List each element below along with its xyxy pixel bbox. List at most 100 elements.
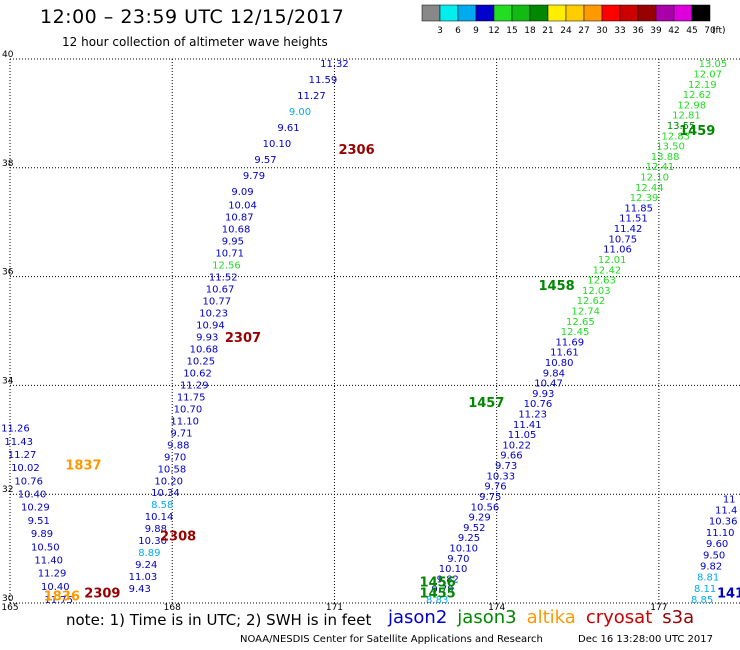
wave-height-value: 13.50 xyxy=(656,142,685,153)
wave-height-value: 12.74 xyxy=(571,306,600,317)
wave-height-value: 9.70 xyxy=(164,452,186,463)
wave-height-value: 10.02 xyxy=(11,463,40,474)
wave-height-value: 11.23 xyxy=(518,410,547,421)
wave-height-value: 9.76 xyxy=(484,482,506,493)
page-subtitle: 12 hour collection of altimeter wave hei… xyxy=(62,35,328,49)
wave-height-value: 10.34 xyxy=(151,488,180,499)
lon-tick-label: 174 xyxy=(488,603,505,610)
scale-tick-label: 3 xyxy=(437,26,443,36)
lon-tick-label: 168 xyxy=(164,603,181,610)
wave-height-value: 10.71 xyxy=(215,249,244,260)
wave-height-value: 8.58 xyxy=(151,500,173,511)
wave-height-value: 9.25 xyxy=(458,533,480,544)
wave-height-value: 9.79 xyxy=(243,171,265,182)
lat-tick-label: 38 xyxy=(2,159,14,169)
wave-height-value: 9.73 xyxy=(495,461,517,472)
satellite-legend-cryosat: cryosat xyxy=(585,607,653,628)
wave-height-value: 9.61 xyxy=(277,123,299,134)
wave-height-value: 10.23 xyxy=(199,308,228,319)
pass-time-label: 1455 xyxy=(420,587,456,602)
footer-credit: NOAA/NESDIS Center for Satellite Applica… xyxy=(240,634,543,645)
wave-height-value: 9.00 xyxy=(289,107,311,118)
wave-height-value: 10.10 xyxy=(439,564,468,575)
pass-time-label: 1456 xyxy=(420,576,456,591)
wave-height-value: 11.85 xyxy=(624,203,653,214)
scale-tick-label: 36 xyxy=(632,26,644,36)
wave-height-value: 11.75 xyxy=(44,595,73,606)
wave-height-value: 12.41 xyxy=(646,162,675,173)
scale-swatch xyxy=(691,4,711,22)
wave-height-value: 10.10 xyxy=(263,139,292,150)
satellite-legend-jason2: jason2 xyxy=(388,607,448,628)
scale-tick-label: 39 xyxy=(650,26,662,36)
footnote: note: 1) Time is in UTC; 2) SWH is in fe… xyxy=(66,611,372,629)
pass-time-label: 2308 xyxy=(160,529,196,544)
wave-height-value: 9.50 xyxy=(703,550,725,561)
wave-height-value: 10.20 xyxy=(154,476,183,487)
wave-height-value: 8.83 xyxy=(426,595,448,606)
wave-height-value: 13.05 xyxy=(699,59,728,70)
wave-height-value: 12.19 xyxy=(688,80,717,91)
wave-height-value: 11.10 xyxy=(170,416,199,427)
wave-height-value: 9.57 xyxy=(254,155,276,166)
lat-tick-label: 30 xyxy=(2,594,14,604)
pass-time-label: 2306 xyxy=(338,143,374,158)
wave-height-value: 10.77 xyxy=(203,296,232,307)
wave-height-value: 12.63 xyxy=(587,276,616,287)
wave-height-value: 9.82 xyxy=(437,574,459,585)
scale-unit: (ft) xyxy=(712,26,726,36)
lat-tick-label: 32 xyxy=(2,485,13,495)
wave-height-value: 13.55 xyxy=(667,121,696,132)
pass-time-label: 141 xyxy=(717,587,740,602)
wave-height-value: 10.22 xyxy=(502,440,531,451)
wave-height-value: 11.51 xyxy=(619,214,648,225)
wave-height-value: 10.68 xyxy=(222,225,251,236)
wave-height-value: 10.76 xyxy=(14,476,43,487)
wave-height-value: 10.62 xyxy=(183,368,212,379)
wave-height-value: 9.82 xyxy=(700,561,722,572)
wave-height-value: 11.43 xyxy=(4,437,33,448)
lat-tick-label: 34 xyxy=(2,376,14,386)
wave-height-value: 10.50 xyxy=(31,542,60,553)
wave-height-value: 9.84 xyxy=(543,368,565,379)
wave-height-value: 12.44 xyxy=(635,183,664,194)
wave-height-value: 9.24 xyxy=(135,560,157,571)
wave-height-value: 9.75 xyxy=(479,492,501,503)
wave-height-value: 10.25 xyxy=(186,356,215,367)
wave-height-value: 12.62 xyxy=(683,90,712,101)
scale-tick-label: 6 xyxy=(455,26,461,36)
scale-tick-label: 42 xyxy=(668,26,679,36)
wave-height-value: 9.95 xyxy=(222,237,244,248)
wave-height-value: 9.71 xyxy=(170,428,192,439)
wave-height-value: 9.93 xyxy=(532,389,554,400)
pass-time-label: 2307 xyxy=(225,331,261,346)
scale-tick-label: 18 xyxy=(524,26,536,36)
wave-height-value: 11.52 xyxy=(209,273,238,284)
wave-height-value: 11.42 xyxy=(614,224,643,235)
wave-height-value: 10.75 xyxy=(608,234,637,245)
wave-height-value: 9.66 xyxy=(500,451,522,462)
wave-height-value: 12.10 xyxy=(640,173,669,184)
wave-height-value: 12.03 xyxy=(582,286,611,297)
wave-height-value: 8.85 xyxy=(691,595,713,606)
page-title: 12:00 – 23:59 UTC 12/15/2017 xyxy=(40,6,345,28)
pass-time-label: 1836 xyxy=(44,589,80,604)
wave-height-value: 10.56 xyxy=(471,502,500,513)
scale-tick-label: 33 xyxy=(614,26,625,36)
wave-height-value: 10.87 xyxy=(225,213,254,224)
wave-height-value: 11.32 xyxy=(320,59,349,70)
wave-height-value: 11.61 xyxy=(550,348,579,359)
wave-height-value: 12.39 xyxy=(630,193,659,204)
wave-height-value: 11.41 xyxy=(513,420,542,431)
wave-height-value: 12.81 xyxy=(672,111,701,122)
wave-height-value: 8.81 xyxy=(697,573,719,584)
wave-height-value: 10.29 xyxy=(21,503,50,514)
wave-height-value: 12.56 xyxy=(212,261,241,272)
wave-height-value: 10.40 xyxy=(41,582,70,593)
wave-height-value: 12.83 xyxy=(662,131,691,142)
scale-tick-label: 21 xyxy=(542,26,553,36)
footer-timestamp: Dec 16 13:28:00 UTC 2017 xyxy=(578,634,713,645)
wave-height-value: 12.01 xyxy=(598,255,627,266)
wave-height-value: 10.04 xyxy=(228,201,257,212)
wave-height-value: 10.80 xyxy=(545,358,574,369)
